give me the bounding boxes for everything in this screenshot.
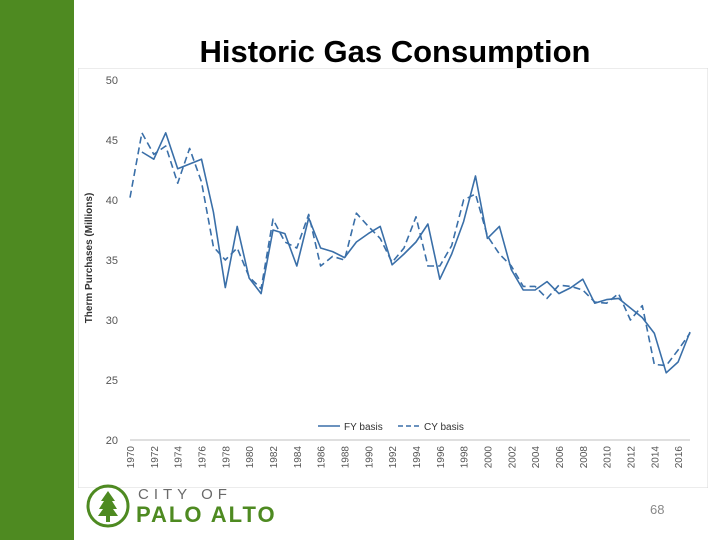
x-tick-label: 1986 [317,446,328,469]
x-tick-label: 1978 [221,446,232,469]
x-tick-label: 2012 [626,446,637,469]
x-tick-label: 2014 [650,446,661,469]
logo-city-of: CITY OF [138,486,232,503]
city-logo: CITY OF PALO ALTO [86,484,316,532]
x-tick-label: 1996 [436,446,447,469]
y-tick-label: 40 [106,195,118,207]
legend-label: FY basis [344,422,383,433]
x-tick-label: 1990 [364,446,375,469]
x-tick-label: 2002 [507,446,518,469]
y-axis-label: Therm Purchases (Millions) [84,193,95,324]
x-tick-label: 1974 [174,446,185,469]
logo-palo-alto: PALO ALTO [136,502,277,527]
x-tick-label: 1992 [388,446,399,469]
x-tick-label: 1970 [126,446,137,469]
legend-label: CY basis [424,422,464,433]
plot-frame [78,68,708,488]
y-tick-label: 20 [106,435,118,447]
x-tick-label: 2016 [674,446,685,469]
slide-title: Historic Gas Consumption [199,34,591,69]
x-tick-label: 2010 [603,446,614,469]
x-tick-label: 2004 [531,446,542,469]
x-tick-label: 1972 [150,446,161,469]
page-number: 68 [650,502,665,517]
y-tick-label: 45 [106,135,118,147]
x-tick-label: 2008 [579,446,590,469]
x-tick-label: 2000 [483,446,494,469]
x-tick-label: 1982 [269,446,280,469]
y-tick-label: 35 [106,255,118,267]
gas-consumption-chart: Therm Purchases (Millions) 20 25 30 35 40 45 5… [78,68,708,488]
x-tick-label: 1994 [412,446,423,469]
series-line-cy-basis [129,132,691,367]
green-side-bar [0,0,74,540]
x-tick-label: 2006 [555,446,566,469]
x-tick-label: 1976 [197,446,208,469]
series-line-fy-basis [141,132,691,374]
x-tick-label: 1998 [460,446,471,469]
y-tick-label: 30 [106,315,118,327]
x-tick-label: 1988 [340,446,351,469]
x-tick-label: 1984 [293,446,304,469]
x-tick-label: 1980 [245,446,256,469]
y-tick-label: 50 [106,75,118,87]
tree-emblem-icon [86,484,130,528]
y-tick-label: 25 [106,375,118,387]
